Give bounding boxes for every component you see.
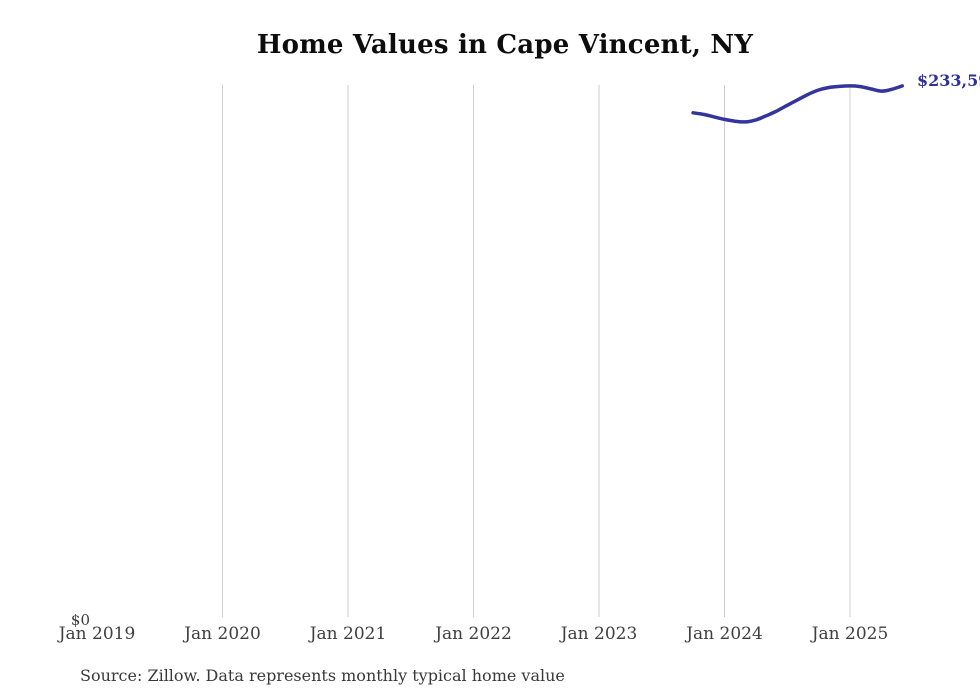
- y-axis-zero-label: $0: [70, 611, 90, 629]
- x-tick-label: Jan 2024: [686, 624, 763, 644]
- x-tick-label: Jan 2023: [560, 624, 638, 644]
- home-value-line-series: [691, 84, 905, 124]
- x-tick-label: Jan 2020: [184, 624, 261, 644]
- x-tick-label: Jan 2019: [58, 624, 136, 644]
- x-tick-label: Jan 2021: [309, 624, 387, 644]
- latest-value-label: $233,590: [917, 71, 980, 90]
- source-note: Source: Zillow. Data represents monthly …: [80, 666, 565, 685]
- x-tick-label: Jan 2025: [811, 624, 889, 644]
- chart-title: Home Values in Cape Vincent, NY: [256, 30, 754, 60]
- x-tick-label: Jan 2022: [435, 624, 512, 644]
